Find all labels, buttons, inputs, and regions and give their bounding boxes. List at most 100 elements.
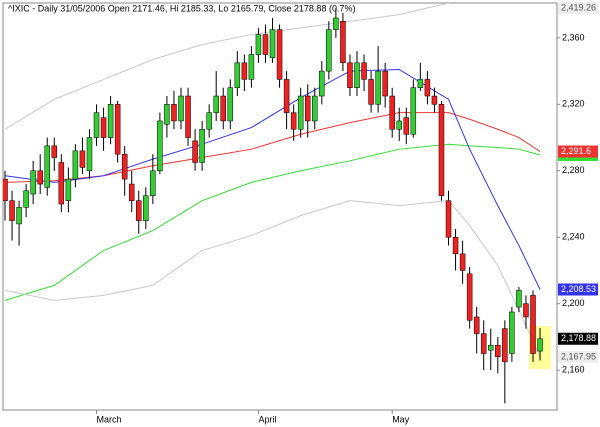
x-tick-label: May [392,414,410,424]
candle-body [326,29,332,72]
candle-body [523,303,529,318]
x-tick-label: April [258,414,276,424]
candle-body [438,104,445,196]
candle-body [417,79,424,88]
candle-body [44,145,50,188]
value-tag [558,332,598,345]
candle-body [37,170,43,185]
indicator-line [4,200,541,358]
candle-body [51,145,58,158]
candle-body [452,236,459,255]
value-tag-label: 2,208.53 [561,284,596,294]
plot [3,3,543,404]
candle-body [121,153,128,180]
candle-body [396,120,402,130]
value-tag [558,283,598,296]
y-tick-label: 2,200 [562,298,585,308]
y-tick-label: 2,160 [562,365,585,375]
y-tick-label: 2,320 [562,99,585,109]
candle-body [150,170,156,196]
candle-body [389,95,395,130]
candle-body [30,170,36,195]
candle-body [16,207,22,225]
candle-body [86,137,93,172]
candle-body [3,178,8,201]
candle-body [185,95,191,138]
x-tick-label: March [97,414,122,424]
candle-body [248,54,255,80]
candle-body [290,112,297,130]
candle-body [424,79,431,97]
candle-body [72,150,79,180]
candle-body [269,29,276,59]
value-tag-label: 2,167.95 [561,351,596,361]
candle-body [157,120,163,172]
value-tag [558,350,598,363]
candle-body [403,117,410,135]
value-tag-label: 2,419.26 [561,2,596,12]
candle-body [9,200,15,221]
y-tick-label: 2,280 [562,165,585,175]
y-tick-label: 2,360 [562,32,585,42]
value-tag-label: 2,291.6 [561,146,591,156]
candle-body [178,95,184,122]
candle-body [255,34,262,55]
value-tag-label: 2,178.88 [561,333,596,343]
value-tag [558,2,598,14]
candle-body [199,129,205,163]
candle-body [516,290,522,308]
candle-body [473,316,480,334]
candle-body [100,117,107,138]
y-tick-label: 2,240 [562,232,585,242]
candle-body [319,70,325,97]
candle-body [171,104,177,122]
candle-body [220,95,226,122]
candle-body [312,95,318,122]
candle-body [136,200,142,221]
candle-body [459,253,466,271]
candle-body [114,104,121,155]
candle-body [466,273,473,321]
candle-body [79,150,86,168]
candle-body [304,95,311,122]
candle-body [480,333,487,354]
candle-body [361,62,367,80]
candle-body [213,95,219,113]
candle-body [241,62,248,80]
candle-body [368,79,374,105]
candle-body [509,311,515,354]
candle-body [375,70,381,105]
candle-body [445,200,452,238]
candle-body [276,29,283,80]
candle-body [537,338,543,352]
candle-body [530,295,536,354]
candle-body [297,95,304,130]
candle-body [431,95,438,105]
candle-body [262,34,269,55]
candle-body [502,328,508,363]
candle-body [488,344,494,351]
candle-body [65,178,72,201]
candle-body [382,70,388,97]
indicator-line [4,112,541,183]
candle-body [234,62,241,88]
candle-body [347,62,353,88]
indicator-line [4,3,450,130]
candle-body [23,190,29,208]
candle-body [227,87,234,122]
candle-body [340,21,346,64]
candle-body [495,344,501,358]
candle-body [128,183,135,201]
candle-body [206,112,212,130]
candle-body [58,162,65,205]
candle-body [143,195,149,221]
candle-body [283,79,290,113]
candle-body [410,87,417,135]
candle-body [354,62,360,88]
candle-body [164,104,170,125]
candle-body [333,17,339,30]
indicator-line [4,143,541,301]
chart-title: ^IXIC - Daily 31/05/2006 Open 2171.46, H… [8,3,355,13]
candle-body [192,140,198,163]
